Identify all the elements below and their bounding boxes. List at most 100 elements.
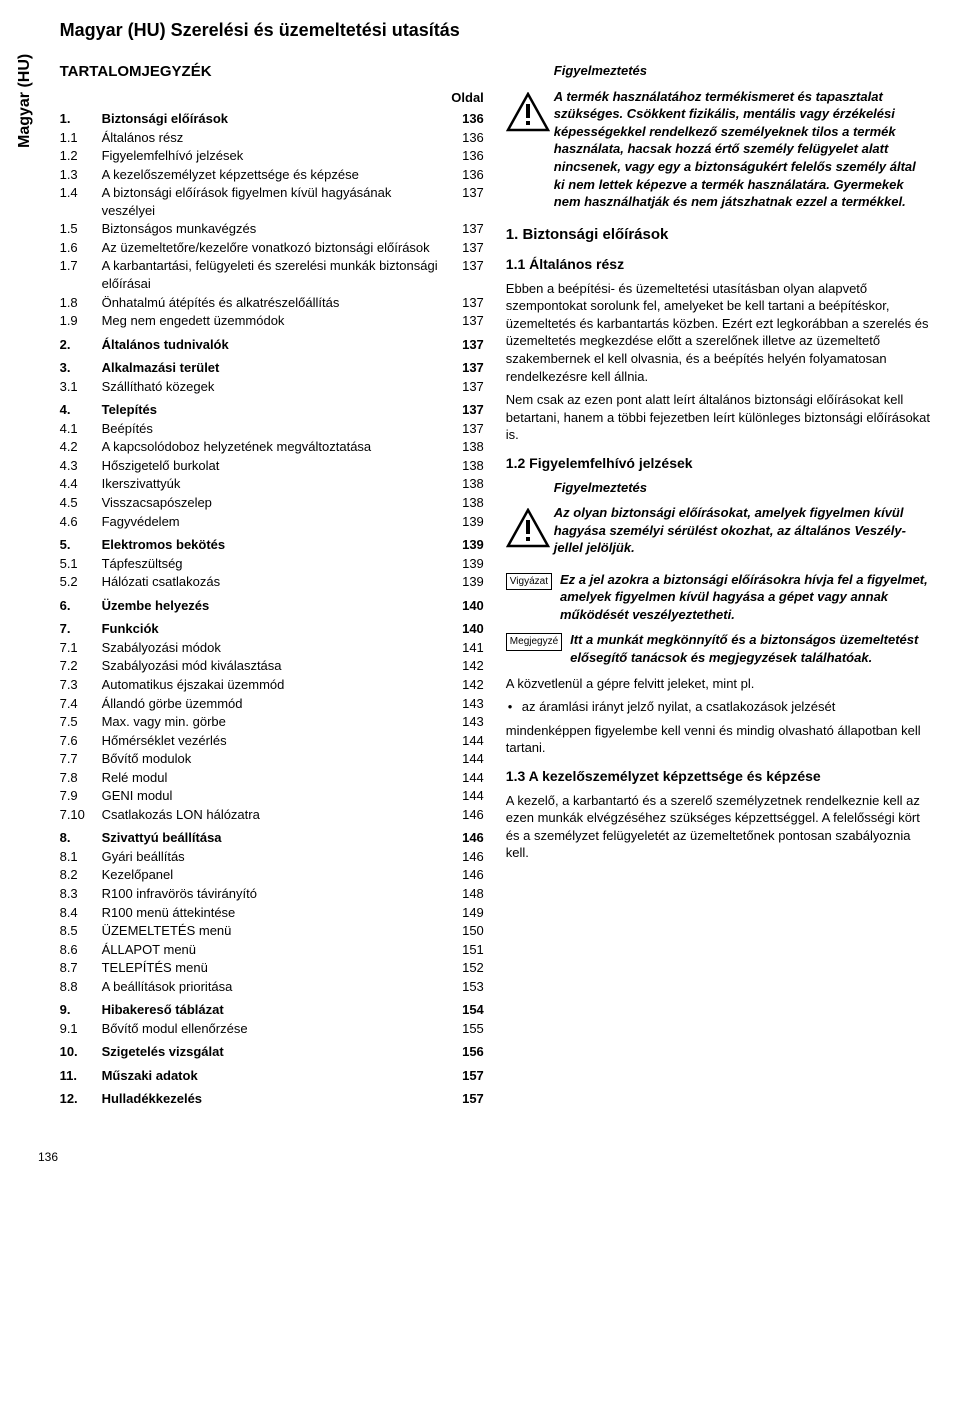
warning-1-body: A termék használatához termékismeret és … bbox=[554, 88, 930, 211]
toc-title: Általános tudnivalók bbox=[102, 336, 450, 354]
toc-row: 2.Általános tudnivalók137 bbox=[60, 336, 484, 354]
toc-page: 144 bbox=[450, 750, 484, 768]
toc-row: 10.Szigetelés vizsgálat156 bbox=[60, 1043, 484, 1061]
toc-page: 137 bbox=[450, 401, 484, 419]
body-column: Figyelmeztetés A termék használatához te… bbox=[506, 62, 930, 1109]
toc-title: Visszacsapószelep bbox=[102, 494, 450, 512]
remark-text: Itt a munkát megkönnyítő és a biztonságo… bbox=[570, 631, 930, 666]
toc-number: 7.1 bbox=[60, 639, 102, 657]
toc-page: 140 bbox=[450, 620, 484, 638]
toc-page: 150 bbox=[450, 922, 484, 940]
toc-page: 137 bbox=[450, 184, 484, 219]
toc-page: 144 bbox=[450, 787, 484, 805]
toc-row: 8.Szivattyú beállítása146 bbox=[60, 829, 484, 847]
toc-title: Önhatalmú átépítés és alkatrészelőállítá… bbox=[102, 294, 450, 312]
toc-row: 1.7A karbantartási, felügyeleti és szere… bbox=[60, 257, 484, 292]
toc-page: 143 bbox=[450, 695, 484, 713]
toc-title: A karbantartási, felügyeleti és szerelés… bbox=[102, 257, 450, 292]
toc-page: 156 bbox=[450, 1043, 484, 1061]
toc-row: 1.4A biztonsági előírások figyelmen kívü… bbox=[60, 184, 484, 219]
remark-label: Megjegyzé bbox=[506, 633, 562, 651]
toc-row: 8.4R100 menü áttekintése149 bbox=[60, 904, 484, 922]
toc-title: Hőszigetelő burkolat bbox=[102, 457, 450, 475]
toc-title: Gyári beállítás bbox=[102, 848, 450, 866]
toc-page: 136 bbox=[450, 147, 484, 165]
toc-heading: TARTALOMJEGYZÉK bbox=[60, 62, 484, 82]
toc-column: TARTALOMJEGYZÉK Oldal 1.Biztonsági előír… bbox=[60, 62, 484, 1109]
toc-title: Ikerszivattyúk bbox=[102, 475, 450, 493]
side-tab-language: Magyar (HU) bbox=[10, 18, 42, 158]
toc-title: Szabályozási mód kiválasztása bbox=[102, 657, 450, 675]
toc-row: 1.6Az üzemeltetőre/kezelőre vonatkozó bi… bbox=[60, 239, 484, 257]
toc-row: 3.1Szállítható közegek137 bbox=[60, 378, 484, 396]
toc-number: 1.6 bbox=[60, 239, 102, 257]
toc-row: 7.8Relé modul144 bbox=[60, 769, 484, 787]
toc-row: 7.5Max. vagy min. görbe143 bbox=[60, 713, 484, 731]
section-1-3-p: A kezelő, a karbantartó és a szerelő sze… bbox=[506, 792, 930, 862]
toc-page: 155 bbox=[450, 1020, 484, 1038]
toc-title: Szabályozási módok bbox=[102, 639, 450, 657]
toc-number: 8.2 bbox=[60, 866, 102, 884]
toc-number: 4.2 bbox=[60, 438, 102, 456]
warning-2-body: Az olyan biztonsági előírásokat, amelyek… bbox=[554, 504, 930, 557]
toc-title: Szigetelés vizsgálat bbox=[102, 1043, 450, 1061]
toc-title: Meg nem engedett üzemmódok bbox=[102, 312, 450, 330]
toc-number: 7.2 bbox=[60, 657, 102, 675]
toc-number: 1.8 bbox=[60, 294, 102, 312]
caution-note: Vigyázat Ez a jel azokra a biztonsági el… bbox=[506, 571, 930, 624]
toc-page: 157 bbox=[450, 1067, 484, 1085]
toc-title: Állandó görbe üzemmód bbox=[102, 695, 450, 713]
toc-page: 138 bbox=[450, 494, 484, 512]
toc-page: 152 bbox=[450, 959, 484, 977]
toc-page: 137 bbox=[450, 257, 484, 292]
toc-title: A kapcsolódoboz helyzetének megváltoztat… bbox=[102, 438, 450, 456]
toc-row: 12.Hulladékkezelés157 bbox=[60, 1090, 484, 1108]
bullet-list: az áramlási irányt jelző nyilat, a csatl… bbox=[506, 698, 930, 716]
toc-page: 137 bbox=[450, 220, 484, 238]
toc-page: 141 bbox=[450, 639, 484, 657]
toc-page: 137 bbox=[450, 420, 484, 438]
section-1-2-heading: 1.2 Figyelemfelhívó jelzések bbox=[506, 454, 930, 473]
toc-row: 3.Alkalmazási terület137 bbox=[60, 359, 484, 377]
toc-number: 1. bbox=[60, 110, 102, 128]
toc-row: 8.7TELEPÍTÉS menü152 bbox=[60, 959, 484, 977]
toc-title: Szállítható közegek bbox=[102, 378, 450, 396]
toc-row: 6.Üzembe helyezés140 bbox=[60, 597, 484, 615]
toc-title: Szivattyú beállítása bbox=[102, 829, 450, 847]
toc-page: 146 bbox=[450, 866, 484, 884]
toc-number: 8.3 bbox=[60, 885, 102, 903]
toc-row: 1.2Figyelemfelhívó jelzések136 bbox=[60, 147, 484, 165]
toc-row: 4.1Beépítés137 bbox=[60, 420, 484, 438]
toc-number: 7.3 bbox=[60, 676, 102, 694]
toc-number: 4.5 bbox=[60, 494, 102, 512]
toc-number: 5.1 bbox=[60, 555, 102, 573]
toc-page: 138 bbox=[450, 475, 484, 493]
toc-page: 137 bbox=[450, 239, 484, 257]
toc-title: R100 infravörös távirányító bbox=[102, 885, 450, 903]
toc-number: 3. bbox=[60, 359, 102, 377]
toc-page: 154 bbox=[450, 1001, 484, 1019]
warning-icon bbox=[506, 508, 554, 553]
toc-number: 1.9 bbox=[60, 312, 102, 330]
toc-row: 1.1Általános rész136 bbox=[60, 129, 484, 147]
bullet-item: az áramlási irányt jelző nyilat, a csatl… bbox=[506, 698, 930, 716]
toc-row: 7.7Bővítő modulok144 bbox=[60, 750, 484, 768]
toc-number: 7.7 bbox=[60, 750, 102, 768]
toc-number: 4.3 bbox=[60, 457, 102, 475]
toc-number: 1.1 bbox=[60, 129, 102, 147]
toc-number: 4.6 bbox=[60, 513, 102, 531]
toc-page: 137 bbox=[450, 378, 484, 396]
toc-title: Max. vagy min. görbe bbox=[102, 713, 450, 731]
toc-page: 139 bbox=[450, 513, 484, 531]
toc-page: 142 bbox=[450, 676, 484, 694]
page-number: 136 bbox=[10, 1149, 930, 1165]
toc-number: 7.10 bbox=[60, 806, 102, 824]
toc-row: 1.Biztonsági előírások136 bbox=[60, 110, 484, 128]
toc-number: 6. bbox=[60, 597, 102, 615]
toc-number: 1.5 bbox=[60, 220, 102, 238]
toc-number: 5. bbox=[60, 536, 102, 554]
toc-title: Telepítés bbox=[102, 401, 450, 419]
warning-2-title: Figyelmeztetés bbox=[554, 479, 930, 497]
toc-page: 139 bbox=[450, 555, 484, 573]
toc-row: 8.3R100 infravörös távirányító148 bbox=[60, 885, 484, 903]
